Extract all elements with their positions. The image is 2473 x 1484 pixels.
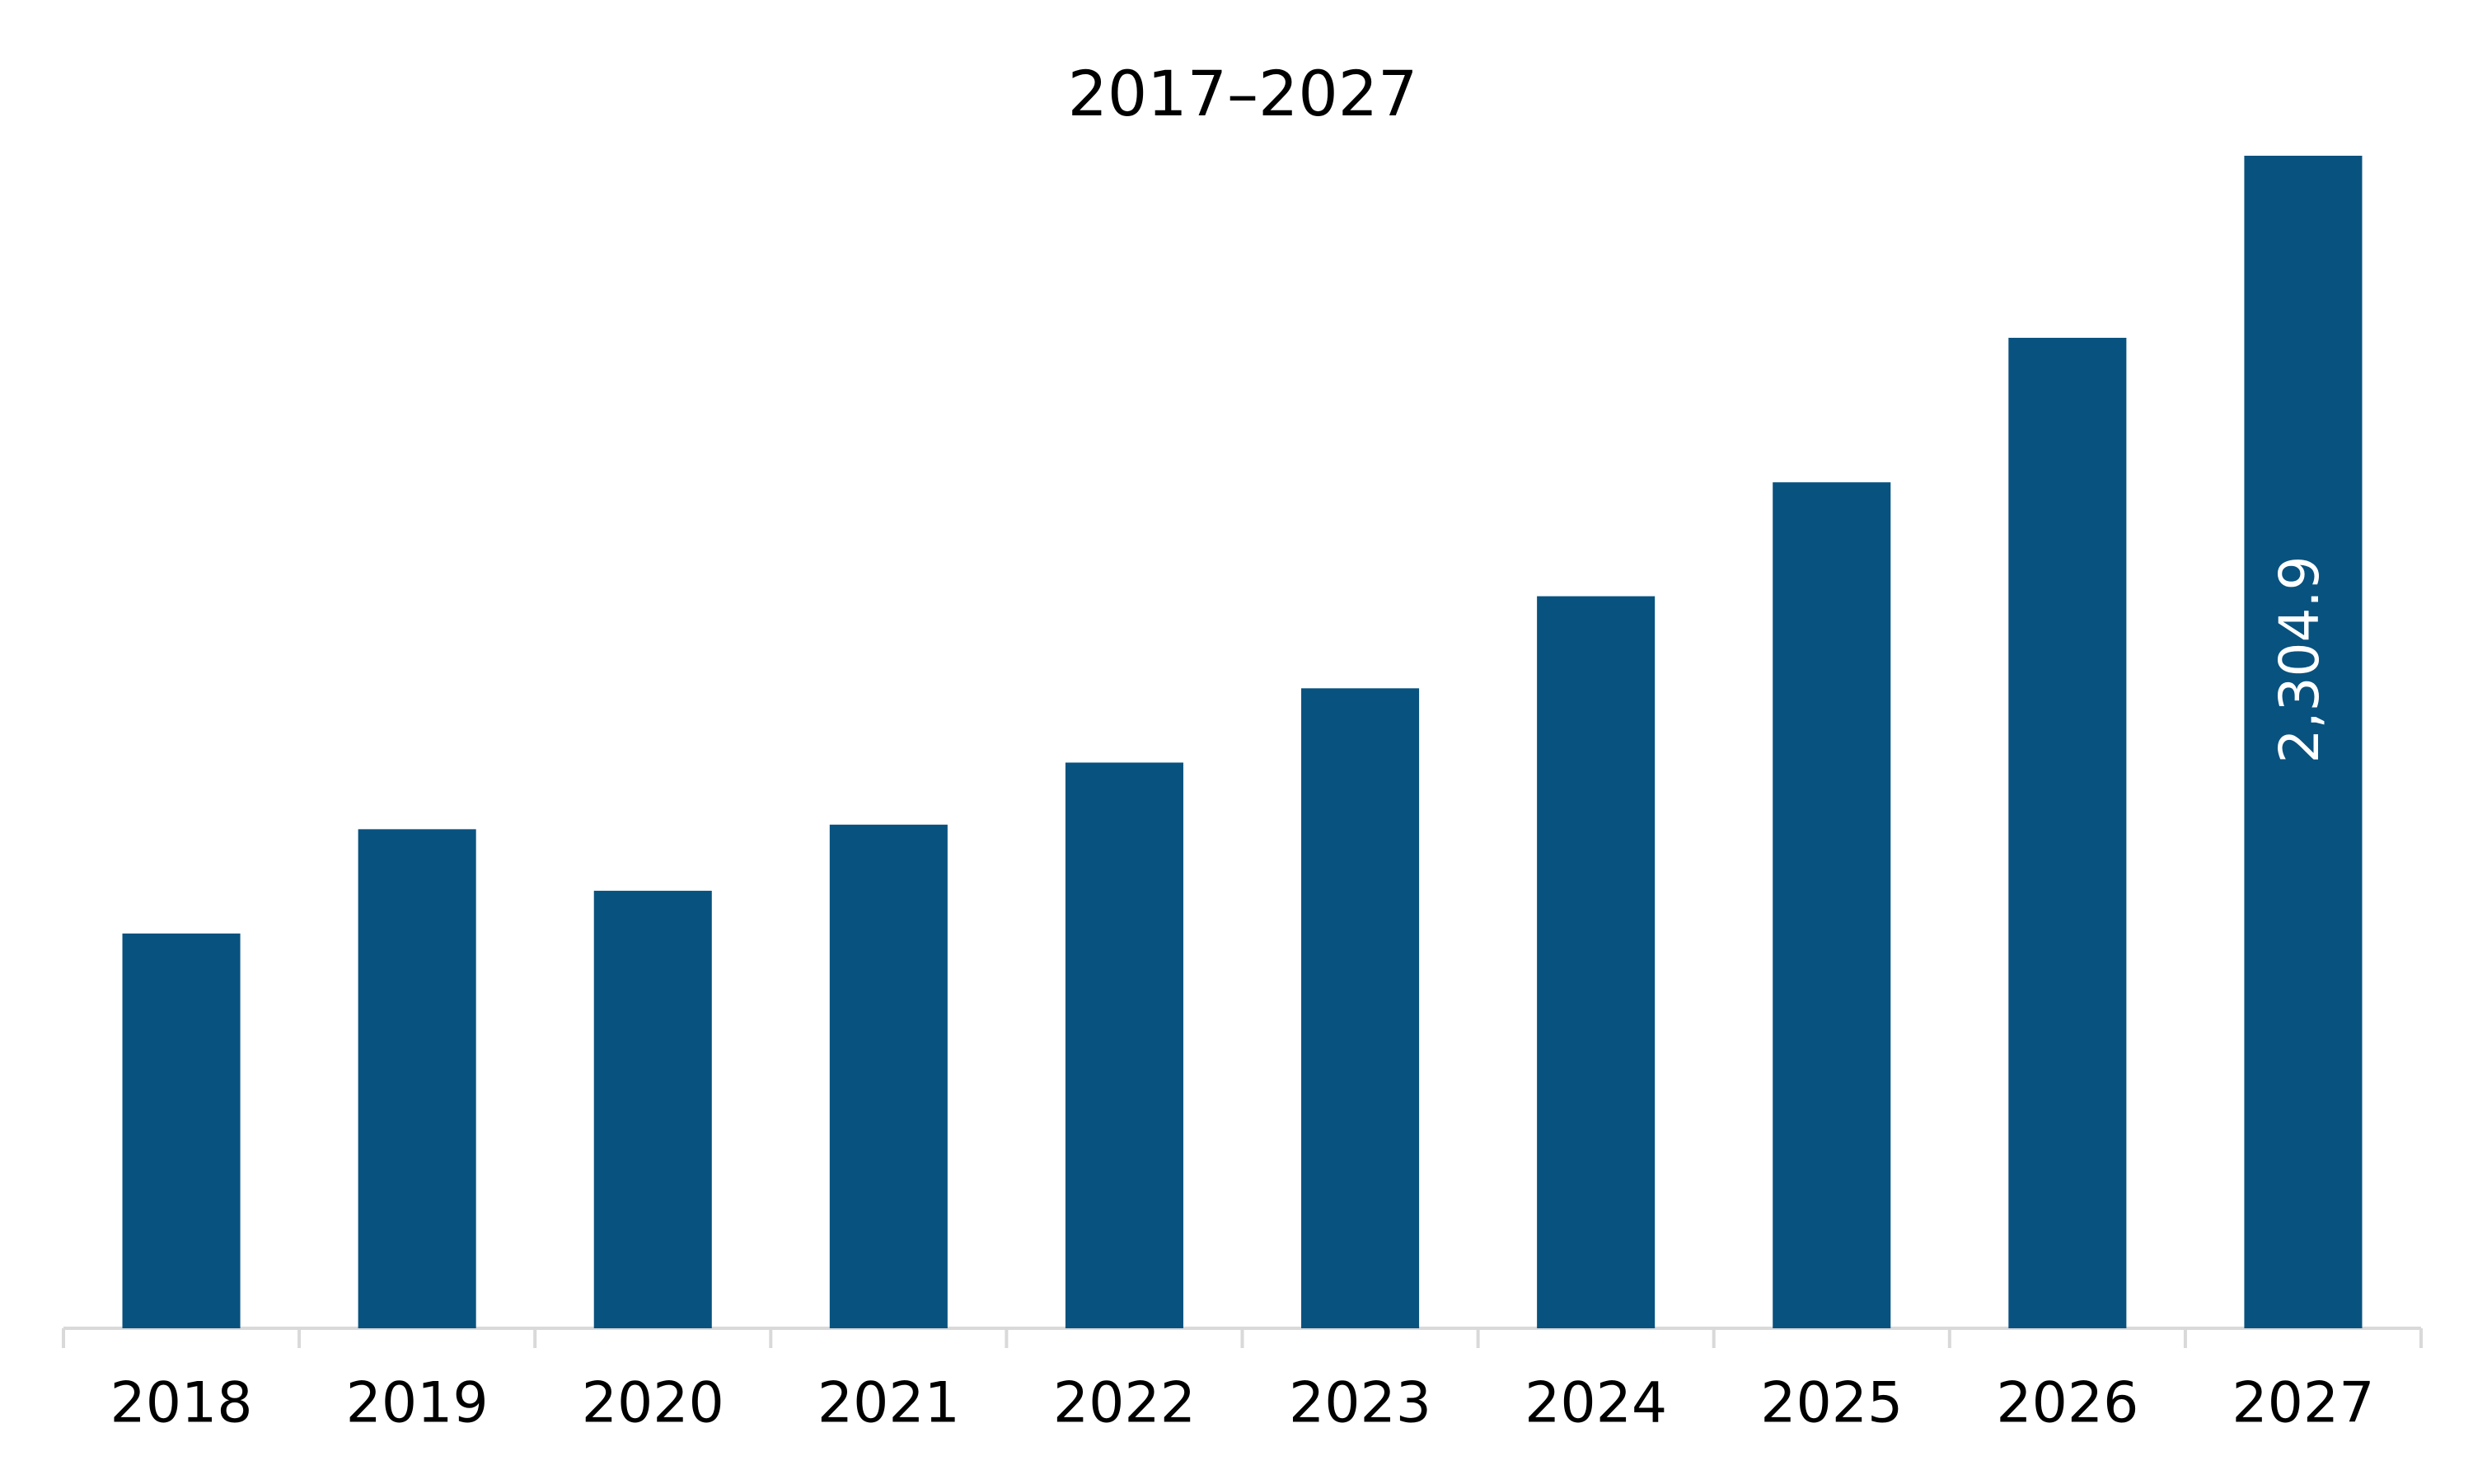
bar	[1301, 688, 1420, 1328]
x-tick-label: 2020	[582, 1371, 724, 1436]
bar	[1773, 482, 1891, 1329]
value-label: 2,304.9	[2268, 556, 2331, 764]
x-tick-label: 2021	[817, 1371, 960, 1436]
bar	[358, 829, 476, 1328]
bar	[829, 824, 948, 1328]
x-tick-label: 2019	[346, 1371, 489, 1436]
bar	[593, 891, 712, 1328]
bar	[1537, 596, 1656, 1328]
x-tick-label: 2022	[1053, 1371, 1196, 1436]
x-tick-label: 2023	[1289, 1371, 1431, 1436]
bar	[2008, 337, 2127, 1328]
bar	[2244, 156, 2363, 1328]
x-tick-label: 2026	[1996, 1371, 2138, 1436]
bar	[122, 933, 241, 1328]
x-tick-label: 2024	[1525, 1371, 1667, 1436]
x-tick-label: 2025	[1760, 1371, 1903, 1436]
bar	[1065, 762, 1183, 1328]
chart-title: 2017–2027	[1068, 57, 1418, 130]
x-tick-label: 2027	[2232, 1371, 2374, 1436]
x-tick-label: 2018	[110, 1371, 253, 1436]
